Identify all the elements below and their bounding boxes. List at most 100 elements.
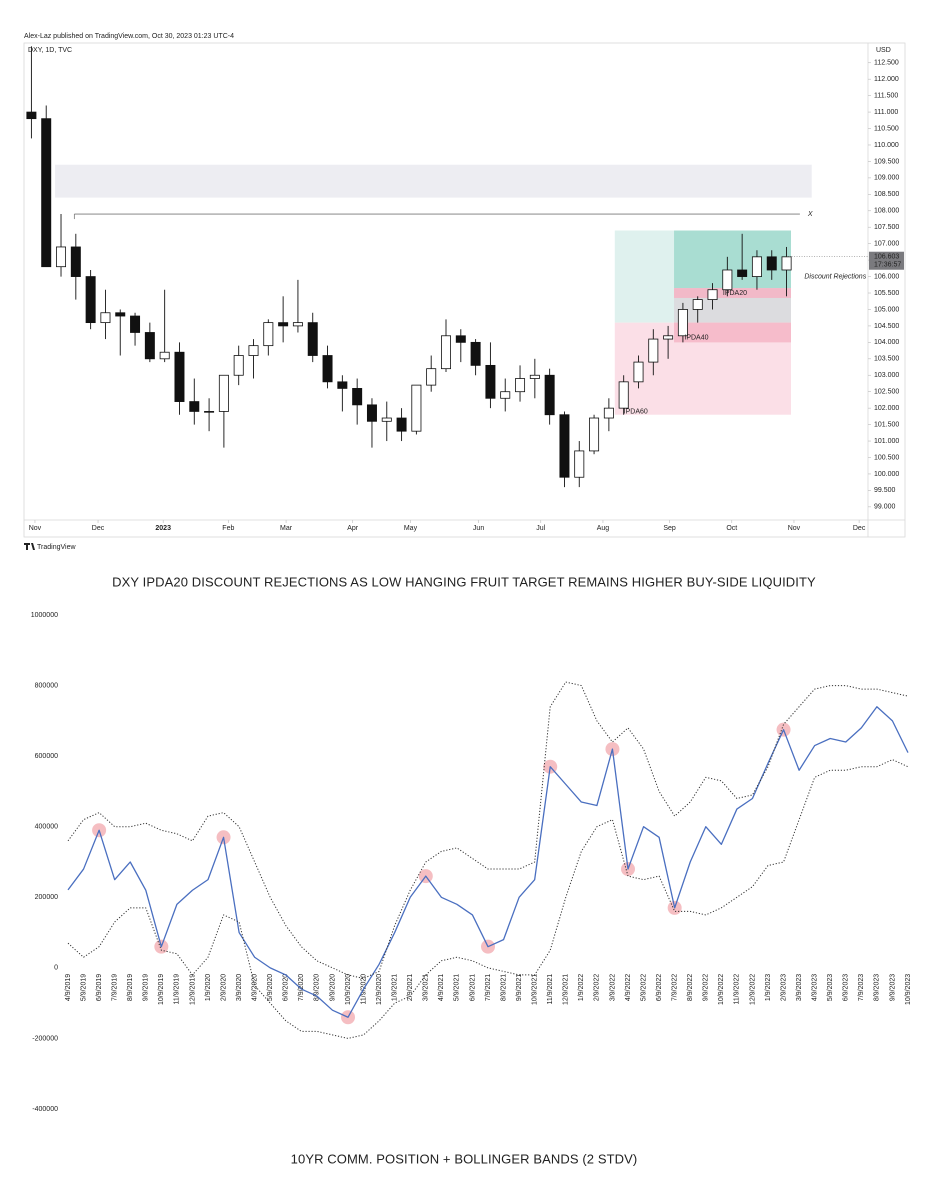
x-tick-label: 2/9/2023	[780, 974, 787, 1001]
x-tick-label: 12/9/2020	[376, 974, 383, 1005]
x-tick-label: 8/9/2020	[314, 974, 321, 1001]
candle-body	[529, 374, 540, 379]
candle-body	[218, 374, 229, 412]
candle-body	[130, 315, 141, 333]
candle-body	[500, 391, 511, 399]
candle-body	[144, 332, 155, 360]
x-tick-label: 3/9/2020	[236, 974, 243, 1001]
candle-body	[70, 246, 81, 277]
y-tick-label: 99.500	[874, 487, 896, 494]
x-tick-label: 5/9/2019	[80, 974, 87, 1001]
bollinger-band	[67, 681, 909, 979]
candle-body	[751, 256, 762, 277]
candle-body	[396, 417, 407, 432]
candle-body	[322, 355, 333, 383]
y-tick-label: 104.500	[874, 323, 899, 330]
y-tick-label: 100.000	[874, 471, 899, 478]
last-price-tag	[869, 251, 904, 270]
x-tick-label: 8/9/2022	[687, 974, 694, 1001]
x-tick-label: Jul	[536, 525, 545, 532]
y-tick-label: 800000	[35, 682, 58, 689]
candle-body	[263, 322, 274, 347]
candle-body	[411, 384, 422, 432]
y-tick-label: 111.000	[874, 109, 898, 116]
candle-body	[544, 374, 555, 416]
y-tick-label: 103.000	[874, 372, 899, 379]
y-tick-label: 107.000	[874, 241, 899, 248]
price-zone	[674, 322, 792, 343]
x-tick-label: 1/9/2023	[765, 974, 772, 1001]
x-tick-label: 9/9/2020	[329, 974, 336, 1001]
candle-body	[766, 256, 777, 271]
y-tick-label: 400000	[35, 824, 58, 831]
x-tick-label: 1/9/2022	[578, 974, 585, 1001]
x-tick-label: Sep	[663, 525, 676, 532]
x-tick-label: 10/9/2022	[718, 974, 725, 1005]
candle-body	[648, 338, 659, 363]
x-tick-label: 4/9/2020	[252, 974, 259, 1001]
x-tick-label: 8/9/2021	[500, 974, 507, 1001]
x-tick-label: 6/9/2021	[469, 974, 476, 1001]
x-tick-label: Dec	[853, 525, 866, 532]
candle-body	[722, 269, 733, 291]
candle-body	[455, 335, 466, 343]
countdown-label: 17:36:57	[874, 262, 901, 269]
x-tick-label: 3/9/2022	[609, 974, 616, 1001]
x-tick-label: 5/9/2023	[827, 974, 834, 1001]
symbol-title: DXY, 1D, TVC	[28, 47, 72, 54]
x-tick-label: 4/9/2022	[625, 974, 632, 1001]
x-tick-label: 7/9/2022	[672, 974, 679, 1001]
top-caption: DXY IPDA20 DISCOUNT REJECTIONS AS LOW HA…	[112, 574, 816, 589]
y-tick-label: -200000	[32, 1035, 58, 1042]
candle-body	[189, 401, 200, 412]
x-tick-label: 9/9/2019	[143, 974, 150, 1001]
candle-body	[663, 335, 674, 340]
x-tick-label: 2023	[155, 525, 171, 532]
y-tick-label: 106.000	[874, 273, 899, 280]
x-tick-label: 10/9/2023	[905, 974, 912, 1005]
candle-body	[100, 312, 111, 324]
candle-body	[589, 417, 600, 452]
x-tick-label: 7/9/2020	[298, 974, 305, 1001]
candle-body	[115, 312, 126, 317]
candle-body	[307, 322, 318, 356]
x-tick-label: 8/9/2023	[874, 974, 881, 1001]
x-tick-label: 12/9/2021	[563, 974, 570, 1005]
y-tick-label: 102.000	[874, 405, 899, 412]
currency-label: USD	[876, 47, 891, 54]
y-tick-label: 100.500	[874, 454, 899, 461]
candle-body	[618, 381, 629, 409]
x-tick-label: 4/9/2019	[65, 974, 72, 1001]
candle-body	[352, 388, 363, 406]
y-tick-label: 104.000	[874, 339, 899, 346]
position-line	[67, 706, 909, 1018]
candle-body	[204, 411, 215, 413]
candle-body	[677, 309, 688, 337]
y-tick-label: -400000	[32, 1106, 58, 1113]
price-zone	[614, 230, 675, 323]
x-tick-label: 6/9/2023	[843, 974, 850, 1001]
x-tick-label: 5/9/2022	[640, 974, 647, 1001]
brand-logo	[24, 543, 35, 550]
x-tick-label: 6/9/2020	[283, 974, 290, 1001]
x-tick-label: 12/9/2022	[749, 974, 756, 1005]
x-tick-label: May	[404, 525, 418, 532]
x-tick-label: 11/9/2022	[734, 974, 741, 1005]
candle-body	[737, 269, 748, 277]
x-tick-label: 12/9/2019	[189, 974, 196, 1005]
x-tick-label: Nov	[788, 525, 801, 532]
y-tick-label: 112.000	[874, 76, 899, 83]
x-tick-label: 5/9/2021	[454, 974, 461, 1001]
x-tick-label: 6/9/2022	[656, 974, 663, 1001]
candle-body	[633, 361, 644, 383]
candle-body	[441, 335, 451, 370]
x-tick-label: 10/9/2021	[532, 974, 539, 1005]
y-tick-label: 0	[54, 965, 58, 972]
price-zone	[674, 288, 792, 298]
x-tick-label: 8/9/2019	[127, 974, 134, 1001]
x-tick-label: 2/9/2022	[594, 974, 601, 1001]
x-tick-label: Nov	[29, 525, 42, 532]
candle-body	[470, 341, 481, 366]
x-tick-label: 4/9/2023	[812, 974, 819, 1001]
